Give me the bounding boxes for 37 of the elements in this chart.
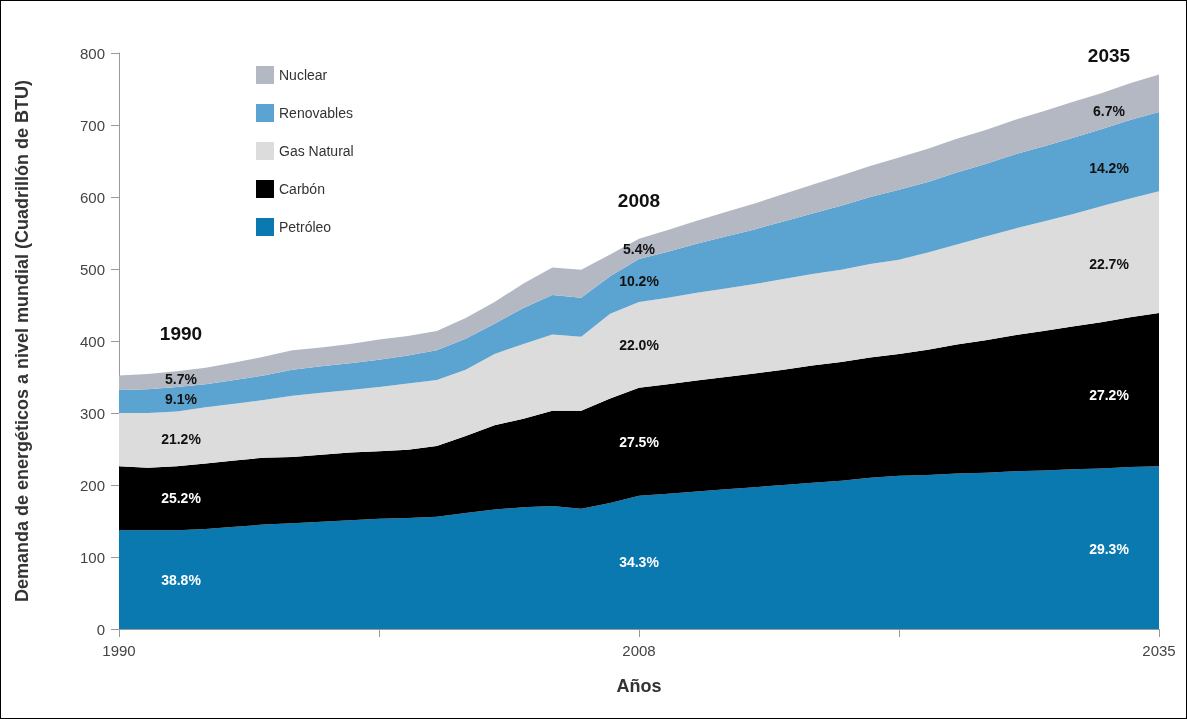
annotation: 2035 <box>1087 44 1131 66</box>
annotation: 1990 <box>159 322 203 344</box>
x-tick-label: 2035 <box>1142 642 1176 659</box>
annotation: 10.2% <box>619 272 660 289</box>
annotation: 27.2% <box>1089 387 1130 404</box>
annotation: 22.7% <box>1089 256 1130 273</box>
y-tick-label: 400 <box>79 332 105 350</box>
annotation: 34.3% <box>619 554 660 571</box>
annotation: 5.4% <box>623 240 656 257</box>
y-tick-label: 800 <box>79 44 105 62</box>
y-axis-title: Demanda de energéticos a nivel mundial (Cuadrillón de BTU) <box>12 79 32 603</box>
y-tick-label: 700 <box>79 116 105 134</box>
annotation: 27.5% <box>619 433 660 450</box>
y-tick-label: 500 <box>79 260 105 278</box>
legend-label: Nuclear <box>279 67 328 83</box>
x-tick-label: 1990 <box>102 642 136 659</box>
annotation: 38.8% <box>161 571 202 588</box>
y-tick-label: 300 <box>79 404 105 422</box>
annotation: 21.2% <box>161 430 202 447</box>
annotation: 22.0% <box>619 336 660 353</box>
annotation: 14.2% <box>1089 159 1130 176</box>
legend-label: Renovables <box>279 105 353 121</box>
annotation: 29.3% <box>1089 540 1130 557</box>
annotation: 2008 <box>617 190 661 212</box>
y-tick-label: 0 <box>96 620 105 638</box>
annotation: 9.1% <box>165 391 198 408</box>
y-tick-label: 200 <box>79 476 105 494</box>
y-tick-label: 600 <box>79 188 105 206</box>
legend-label: Gas Natural <box>279 143 354 159</box>
x-tick-label: 2008 <box>622 642 656 659</box>
legend-label: Carbón <box>279 181 325 197</box>
y-tick-label: 100 <box>79 548 105 566</box>
annotation: 6.7% <box>1093 103 1126 120</box>
legend-label: Petróleo <box>279 219 332 235</box>
annotation: 5.7% <box>165 371 198 388</box>
annotation: 25.2% <box>161 490 202 507</box>
x-axis-title: Años <box>616 676 662 696</box>
